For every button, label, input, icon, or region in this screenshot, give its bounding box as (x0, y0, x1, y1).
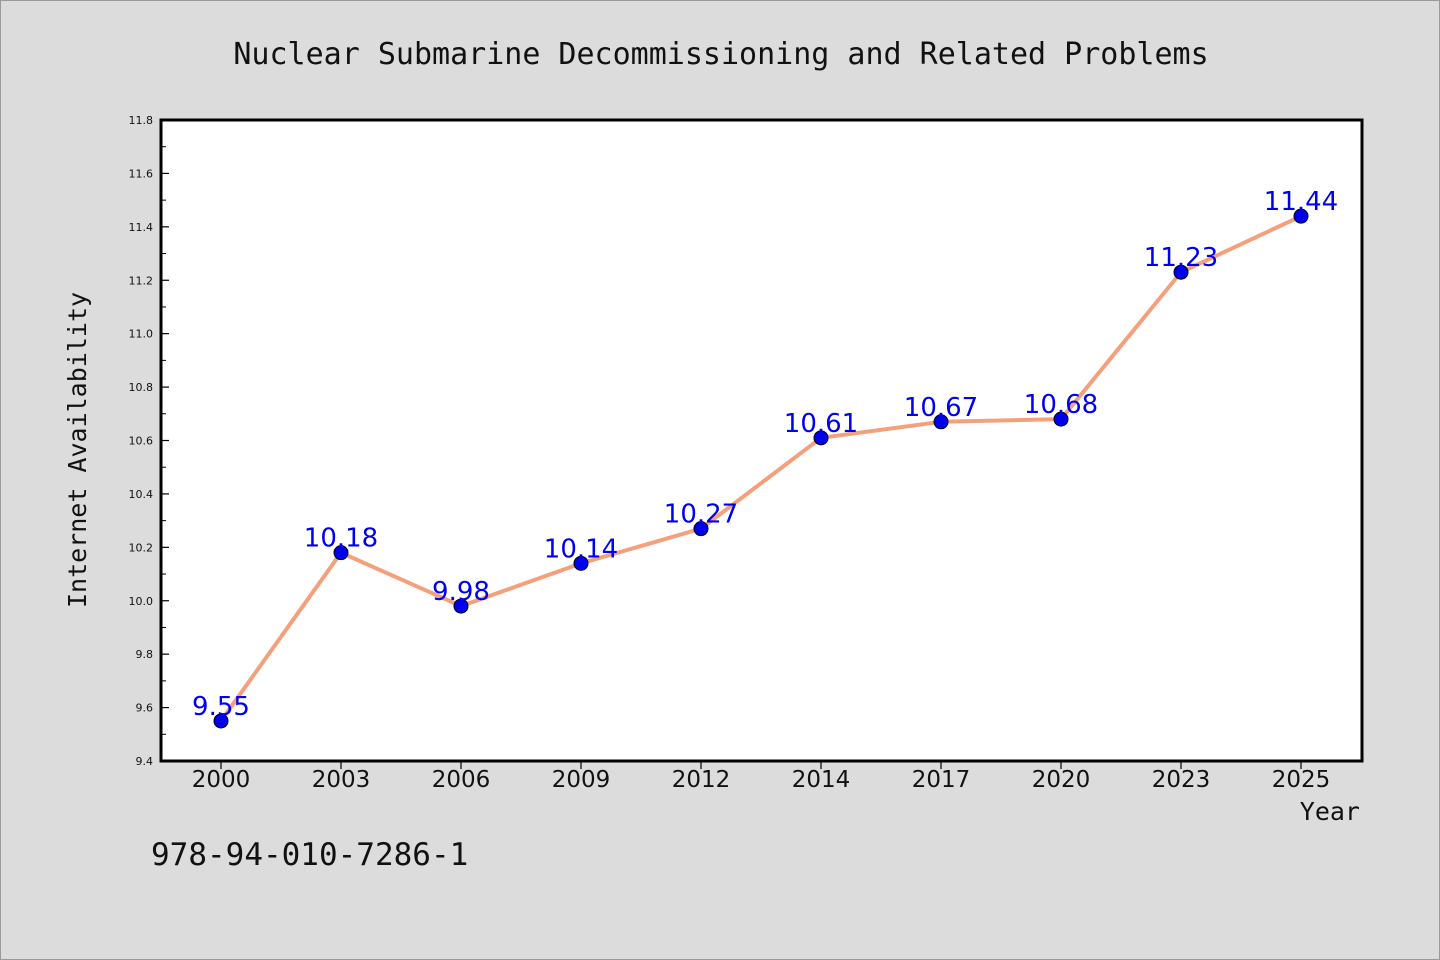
data-label: 9.98 (432, 577, 490, 607)
data-point (933, 414, 949, 430)
data-label: 10.14 (544, 534, 618, 564)
data-point (573, 555, 589, 571)
x-tick-label: 2014 (792, 767, 851, 793)
data-label: 10.68 (1024, 390, 1098, 420)
y-tick-label: 9.6 (136, 702, 154, 715)
x-tick-label: 2017 (912, 767, 971, 793)
y-axis-label: Internet Availability (63, 292, 92, 608)
data-point (333, 545, 349, 561)
data-point (693, 521, 709, 537)
y-tick-label: 11.0 (129, 328, 154, 341)
data-points (213, 208, 1309, 729)
series-line (219, 214, 1303, 723)
data-point (1293, 208, 1309, 224)
series-polyline (219, 214, 1303, 723)
x-tick-label: 2025 (1272, 767, 1331, 793)
x-tick-label: 2020 (1032, 767, 1091, 793)
y-tick-label: 10.2 (129, 541, 154, 554)
data-point (1053, 411, 1069, 427)
x-tick-label: 2009 (552, 767, 611, 793)
data-label: 10.61 (784, 409, 858, 439)
data-point (453, 598, 469, 614)
x-axis-label: Year (1300, 797, 1360, 826)
y-tick-label: 10.6 (129, 435, 154, 448)
y-tick-label: 10.8 (129, 381, 154, 394)
x-tick-label: 2023 (1152, 767, 1211, 793)
y-tick-label: 11.8 (129, 114, 154, 127)
data-labels: 9.55 10.18 9.98 10.14 10.27 10.61 10.67 10.68 11… (192, 187, 1338, 722)
data-label: 9.55 (192, 692, 250, 722)
chart-title: Nuclear Submarine Decommissioning and Re… (233, 37, 1208, 72)
y-tick-label: 9.4 (136, 755, 154, 768)
plot-area (159, 118, 1364, 763)
x-axis: 2000 2003 2006 2009 2012 2014 2017 2020 2023 2025 (192, 761, 1331, 793)
y-tick-label: 11.2 (129, 274, 154, 287)
x-tick-label: 2012 (672, 767, 731, 793)
data-label: 10.18 (304, 524, 378, 554)
y-tick-label: 9.8 (136, 648, 154, 661)
x-tick-label: 2003 (312, 767, 371, 793)
data-point (813, 430, 829, 446)
y-axis: 9.4 9.6 9.8 10.0 10.2 10.4 10.6 10.8 11.0 11.2 11.… (129, 114, 169, 768)
y-tick-label: 11.4 (129, 221, 154, 234)
data-label: 11.44 (1264, 187, 1338, 217)
y-tick-label: 11.6 (129, 167, 154, 180)
data-point (213, 713, 229, 729)
isbn-text: 978-94-010-7286-1 (151, 837, 468, 873)
data-point (1173, 264, 1189, 280)
data-label: 11.23 (1144, 243, 1218, 273)
x-tick-label: 2000 (192, 767, 251, 793)
y-tick-label: 10.0 (129, 595, 154, 608)
y-tick-label: 10.4 (129, 488, 154, 501)
x-tick-label: 2006 (432, 767, 491, 793)
data-label: 10.67 (904, 393, 978, 423)
data-label: 10.27 (664, 500, 738, 530)
